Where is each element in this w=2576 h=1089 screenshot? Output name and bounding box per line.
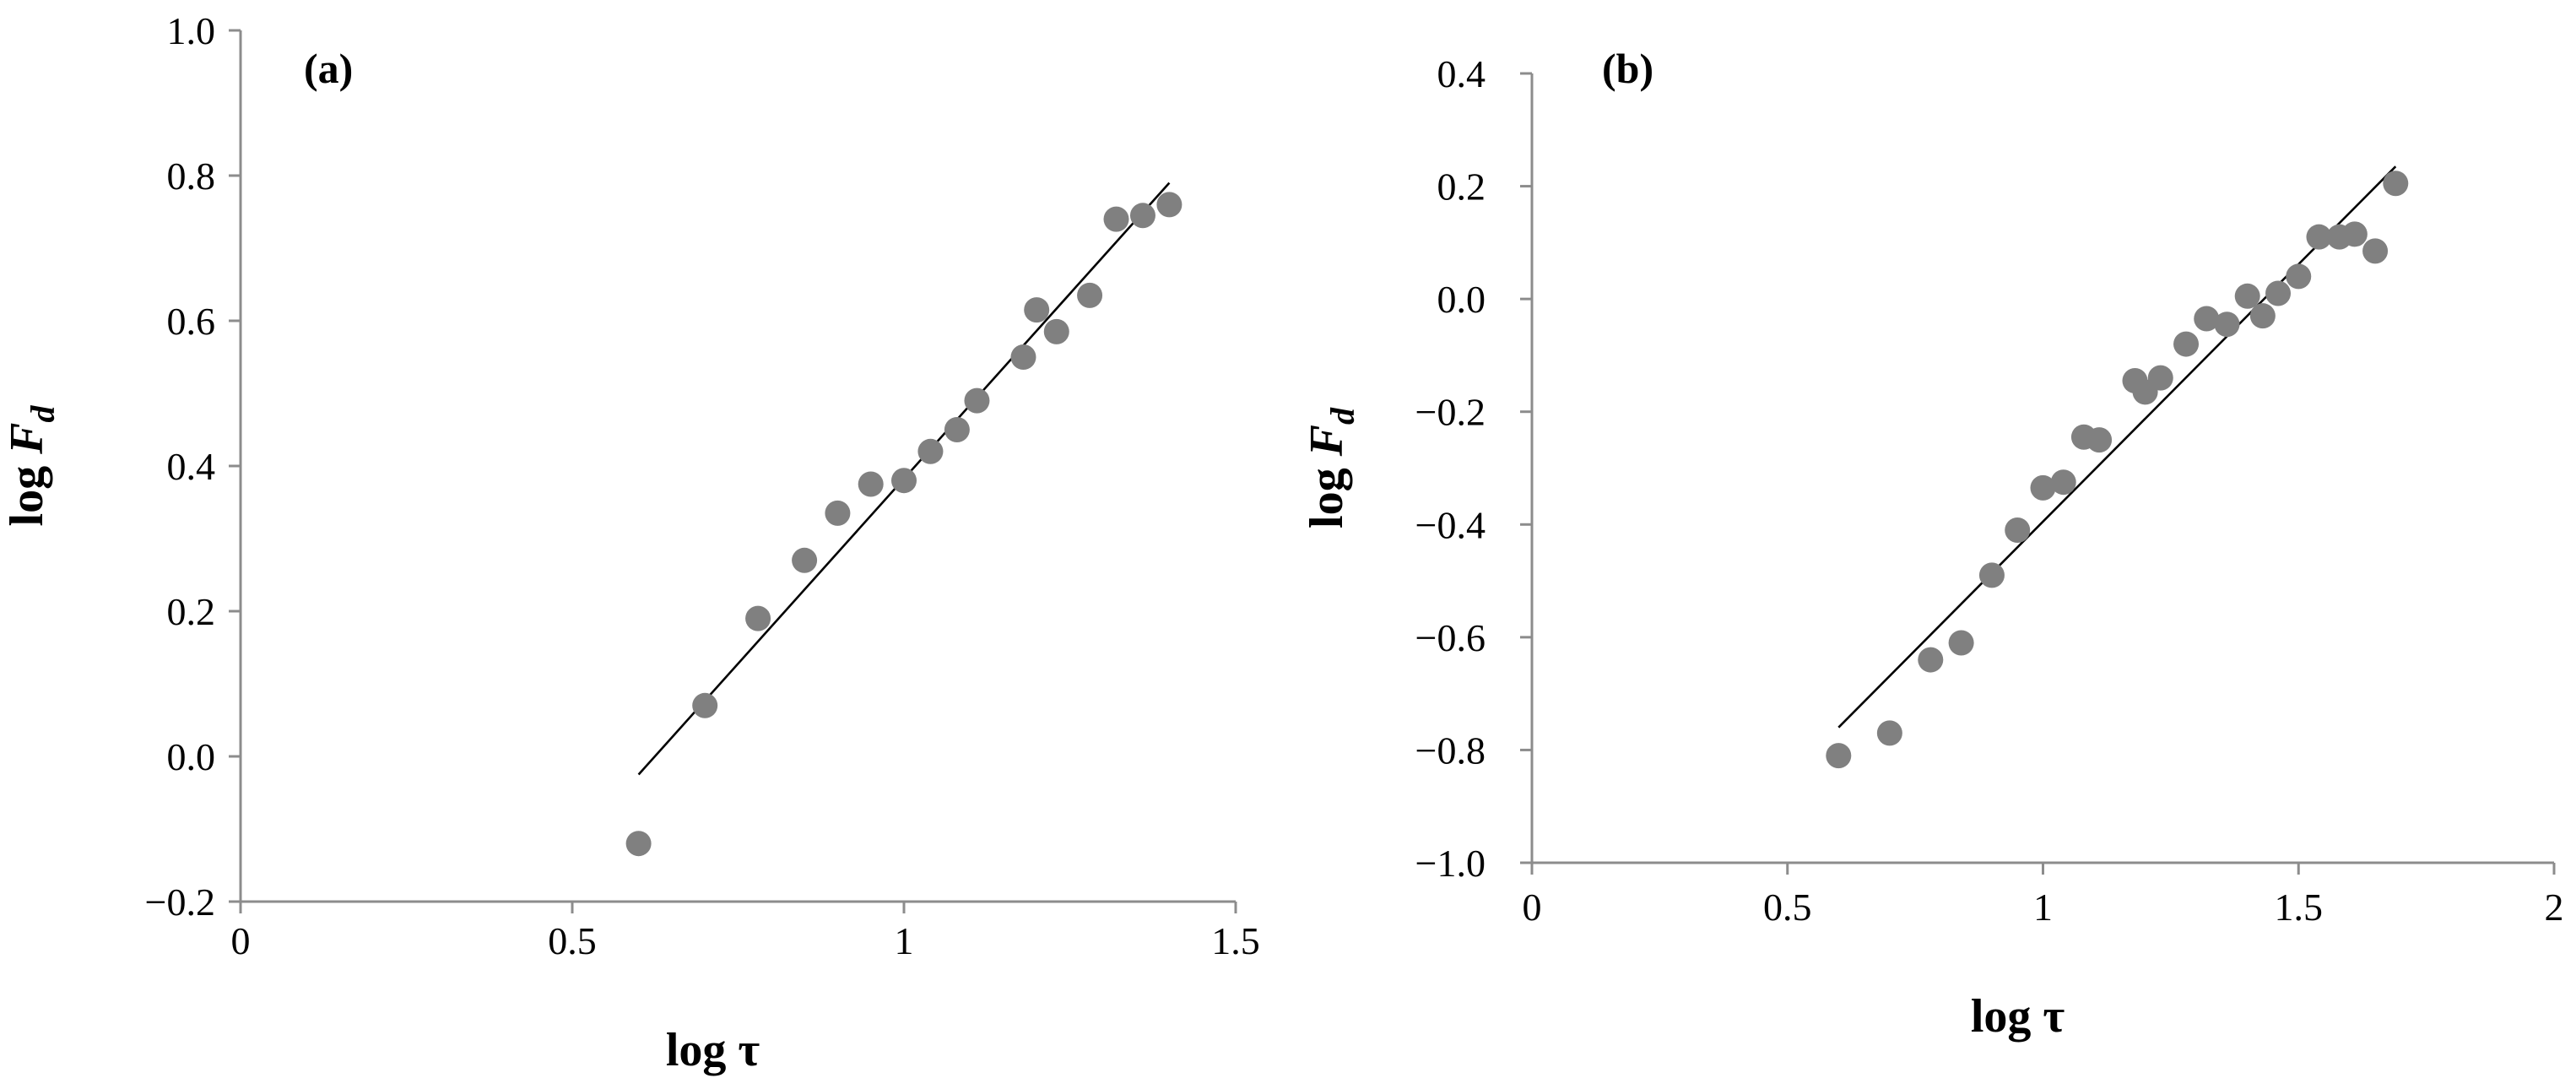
data-point: [1129, 203, 1155, 229]
y-tick-label: −0.6: [1415, 616, 1486, 659]
y-axis-label-prefix: log: [1301, 456, 1353, 528]
data-point: [1876, 720, 1902, 746]
data-point: [2030, 474, 2056, 501]
data-point: [917, 438, 944, 464]
data-point: [1826, 743, 1852, 769]
x-tick-label: 1: [2033, 886, 2053, 929]
data-point: [792, 547, 818, 573]
y-tick-label: 1.0: [167, 9, 216, 52]
y-tick-label: 0.2: [167, 590, 216, 633]
data-point: [1103, 206, 1129, 232]
data-point: [1010, 344, 1036, 370]
data-point: [2265, 280, 2292, 306]
data-point: [1043, 318, 1069, 344]
data-point: [1077, 282, 1103, 308]
data-point: [2194, 306, 2220, 332]
y-axis-label: log Fd: [1301, 407, 1361, 528]
data-point: [2173, 331, 2200, 357]
data-point: [2234, 283, 2260, 309]
x-axis-label: log τ: [1971, 990, 2065, 1043]
y-axis-label-variable: F: [1, 423, 53, 455]
data-point: [1948, 630, 1974, 656]
x-tick-label: 1.5: [1211, 919, 1260, 962]
data-point: [1978, 562, 2005, 588]
y-axis-label-prefix: log: [1, 454, 53, 527]
y-tick-label: −0.2: [145, 880, 215, 924]
y-tick-label: 0.0: [1437, 278, 1486, 321]
y-axis-label: log Fd: [1, 405, 62, 527]
data-point: [1156, 192, 1182, 218]
x-axis-label: log τ: [666, 1024, 760, 1076]
data-point: [891, 468, 917, 494]
data-point: [2286, 263, 2312, 290]
x-tick-label: 0: [1523, 886, 1542, 929]
data-point: [2147, 365, 2173, 391]
data-point: [2362, 238, 2389, 264]
x-tick-label: 0: [231, 919, 251, 962]
chart-a: −0.2 0.0 0.2 0.4 0.6 0.8 1.0 0 0.5 1 1.5 (a) log τ lo…: [1, 9, 1260, 1076]
data-point: [692, 692, 718, 718]
x-tick-label: 1: [895, 919, 914, 962]
y-tick-label: −0.8: [1415, 729, 1486, 772]
x-tick-label: 2: [2545, 886, 2564, 929]
data-point: [2306, 224, 2332, 250]
y-tick-label: −0.4: [1415, 503, 1486, 546]
x-tick-label: 0.5: [548, 919, 597, 962]
y-tick-label: 0.2: [1437, 165, 1486, 209]
data-point: [2086, 427, 2113, 453]
data-point: [964, 387, 990, 414]
data-point: [2214, 312, 2240, 338]
chart-b: −1.0 −0.8 −0.6 −0.4 −0.2 0.0 0.2 0.4 0 0.5 1 1.5 2 (b…: [1301, 45, 2564, 1043]
data-point: [2249, 303, 2276, 329]
fit-line: [1837, 165, 2397, 729]
y-tick-label: 0.6: [167, 300, 216, 343]
y-tick-label: 0.8: [167, 154, 216, 198]
data-point: [2341, 221, 2368, 247]
y-axis-label-subscript: d: [24, 405, 62, 423]
y-tick-label: −0.2: [1415, 391, 1486, 434]
x-tick-label: 0.5: [1763, 886, 1812, 929]
data-point: [745, 605, 771, 631]
data-point: [1918, 647, 1944, 673]
y-axis-label-subscript: d: [1323, 407, 1361, 425]
y-tick-label: 0.0: [167, 735, 216, 778]
data-point: [944, 417, 970, 442]
data-point: [625, 831, 652, 857]
data-point: [2050, 469, 2076, 496]
data-point: [2383, 171, 2409, 197]
panel-label: (a): [304, 45, 353, 92]
data-point: [2005, 517, 2031, 543]
y-tick-label: 0.4: [167, 445, 216, 488]
panel-label: (b): [1602, 45, 1653, 92]
data-point: [825, 500, 851, 526]
x-tick-label: 1.5: [2275, 886, 2324, 929]
y-tick-label: −1.0: [1415, 842, 1486, 885]
y-tick-label: 0.4: [1437, 52, 1486, 95]
data-point: [858, 471, 884, 497]
data-point: [1024, 297, 1050, 323]
y-axis-label-variable: F: [1301, 425, 1353, 457]
